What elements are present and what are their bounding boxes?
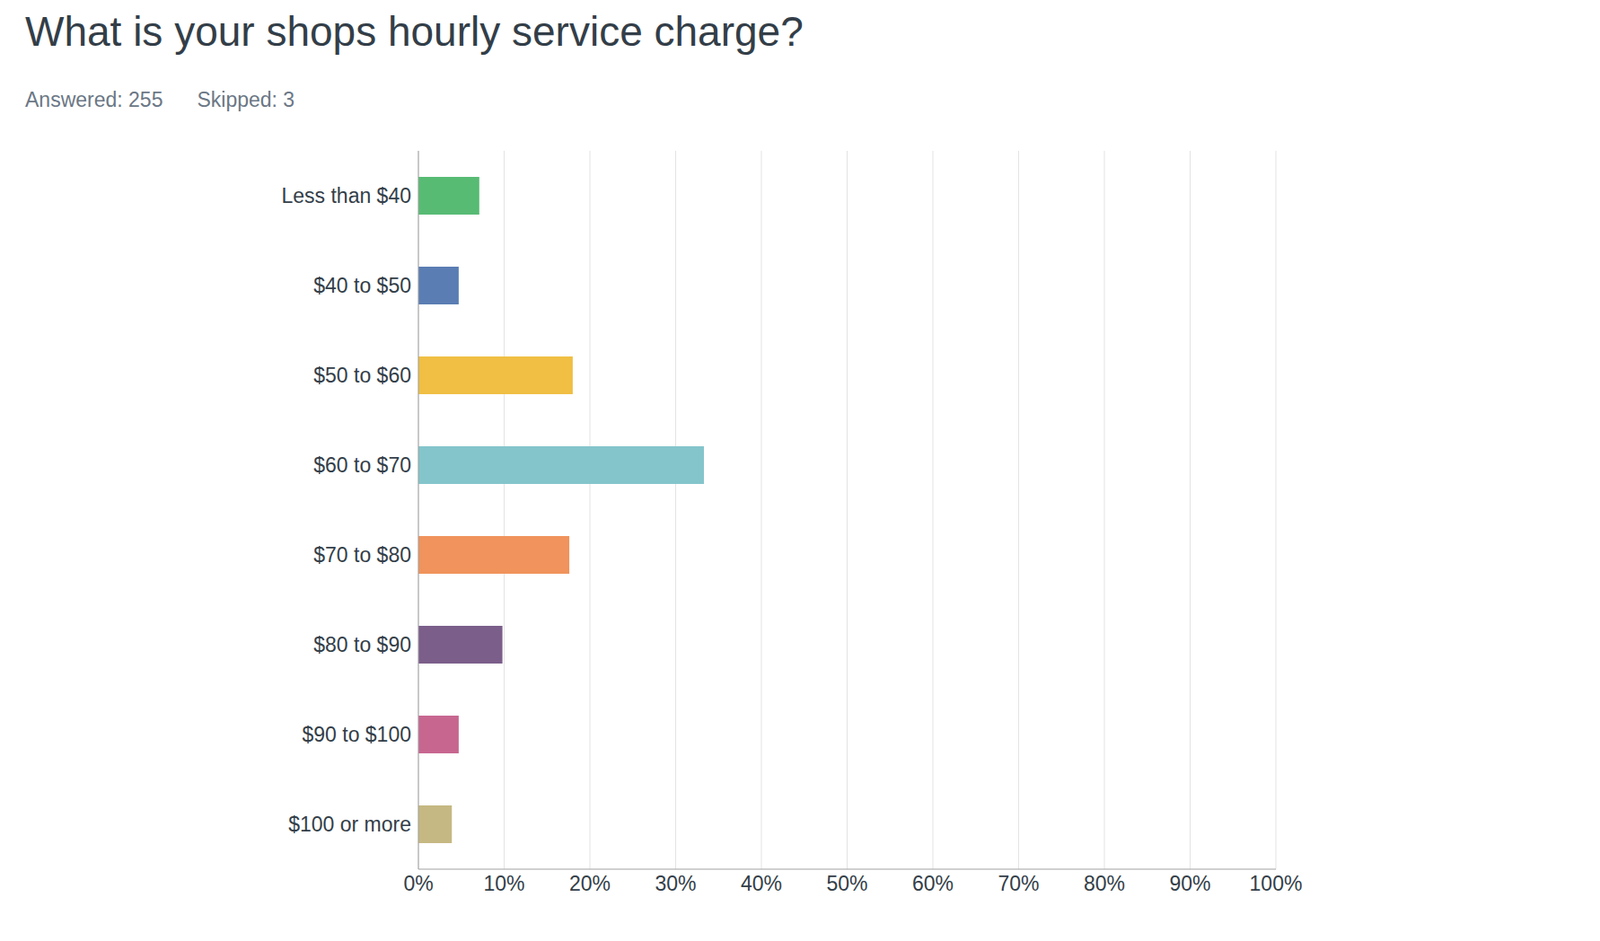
svg-text:100%: 100% <box>1249 871 1303 896</box>
svg-text:20%: 20% <box>569 871 611 896</box>
svg-text:60%: 60% <box>912 871 954 896</box>
html-text:Answered: 255: Answered: 255 <box>25 87 163 112</box>
svg-text:$50 to $60: $50 to $60 <box>313 363 412 387</box>
html-text:What is your shops hourly serv: What is your shops hourly service charge… <box>25 8 804 55</box>
svg-text:$100 or more: $100 or more <box>288 812 412 836</box>
svg-text:50%: 50% <box>826 871 868 896</box>
svg-text:$70 to $80: $70 to $80 <box>313 543 412 567</box>
svg-text:0%: 0% <box>403 871 433 896</box>
svg-text:$60 to $70: $60 to $70 <box>313 453 412 477</box>
svg-text:80%: 80% <box>1083 871 1126 896</box>
svg-text:$80 to $90: $80 to $90 <box>313 632 412 657</box>
svg-text:10%: 10% <box>483 871 525 896</box>
html-text:Skipped: 3: Skipped: 3 <box>196 87 295 112</box>
svg-text:$90 to $100: $90 to $100 <box>301 722 412 747</box>
svg-text:70%: 70% <box>997 871 1039 896</box>
svg-text:Less than $40: Less than $40 <box>281 184 412 208</box>
svg-text:$40 to $50: $40 to $50 <box>313 273 412 298</box>
svg-text:40%: 40% <box>740 871 783 896</box>
svg-text:30%: 30% <box>654 871 696 896</box>
svg-text:90%: 90% <box>1169 871 1211 896</box>
